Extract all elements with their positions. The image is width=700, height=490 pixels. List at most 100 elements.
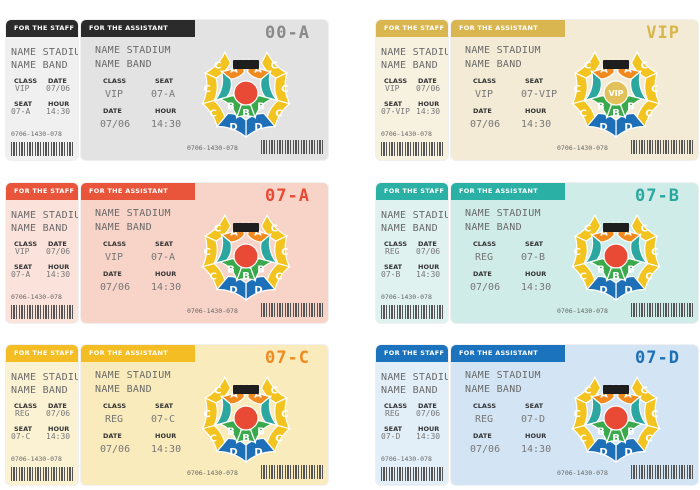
seat-section-d xyxy=(585,275,617,301)
ticket-main: FOR THE ASSISTANT 07-C NAME STADIUM NAME… xyxy=(81,345,328,485)
assistant-header: FOR THE ASSISTANT xyxy=(81,345,195,362)
ticket-code: VIP xyxy=(646,23,680,43)
seat-section-label: C xyxy=(271,61,278,72)
assistant-header: FOR THE ASSISTANT xyxy=(81,20,195,37)
main-hour-label: HOUR xyxy=(155,270,177,278)
stub-class-value: REG xyxy=(385,247,400,256)
seat-section-label: D xyxy=(624,447,632,458)
seat-section-label: A xyxy=(600,389,608,400)
ticket-4: FOR THE STAFF NAME STADIUM NAME BAND CLA… xyxy=(376,183,698,323)
seat-section-label: C xyxy=(275,271,282,282)
staff-header: FOR THE STAFF xyxy=(6,20,78,37)
staff-header: FOR THE STAFF xyxy=(376,345,448,362)
stage xyxy=(233,223,259,232)
seat-section-label: B xyxy=(612,433,620,444)
seat-section-label: D xyxy=(599,122,607,133)
seat-section-label: D xyxy=(254,285,262,296)
main-date-value: 07/06 xyxy=(100,444,131,455)
stage xyxy=(603,223,629,232)
stub-class-label: CLASS xyxy=(384,77,408,85)
seat-section-label: C xyxy=(271,224,278,235)
center-pit xyxy=(233,243,259,269)
seat-section-label: B xyxy=(257,101,265,112)
seat-section-label: A xyxy=(254,227,262,238)
seat-section-label: B xyxy=(257,264,265,275)
seat-section-label: C xyxy=(214,224,221,235)
stub-band: NAME BAND xyxy=(381,60,438,71)
stub-stadium: NAME STADIUM xyxy=(381,372,448,383)
seat-section-teal xyxy=(630,394,649,427)
main-class-value: VIP xyxy=(105,252,124,263)
stub-date-label: DATE xyxy=(418,240,437,248)
seat-section-label: A xyxy=(624,64,632,75)
seat-section-d xyxy=(245,437,277,463)
seat-section-label: C xyxy=(641,61,648,72)
seat-section-c xyxy=(644,396,661,430)
main-hour-label: HOUR xyxy=(525,107,547,115)
stub-hour-value: 14:30 xyxy=(46,432,71,441)
seat-section-teal xyxy=(630,69,649,102)
main-stadium: NAME STADIUM xyxy=(465,208,541,219)
main-hour-label: HOUR xyxy=(155,107,177,115)
stadium-seat-map: C C C C C C D D A A B B B VIP xyxy=(566,46,666,138)
main-barcode xyxy=(261,465,323,479)
vip-label: VIP xyxy=(608,89,623,98)
stage xyxy=(233,385,259,394)
main-seat-label: SEAT xyxy=(155,77,174,85)
ticket-code: 07-A xyxy=(265,186,310,206)
seat-section-label: C xyxy=(271,386,278,397)
seat-section-label: B xyxy=(227,264,235,275)
stub-seat-value: 07-D xyxy=(381,432,401,441)
seat-section-label: D xyxy=(624,285,632,296)
seat-section-c xyxy=(644,71,661,105)
seat-section-label: B xyxy=(612,271,620,282)
main-stadium: NAME STADIUM xyxy=(465,370,541,381)
ticket-3: FOR THE STAFF NAME STADIUM NAME BAND CLA… xyxy=(6,183,328,323)
stub-barcode xyxy=(11,142,73,156)
stub-seat-value: 07-A xyxy=(11,107,31,116)
stub-seat-value: 07-VIP xyxy=(381,107,410,116)
main-date-label: DATE xyxy=(473,107,492,115)
seat-section-label: B xyxy=(612,108,620,119)
stub-hour-value: 14:30 xyxy=(46,107,71,116)
stub-class-value: REG xyxy=(385,409,400,418)
stub-band: NAME BAND xyxy=(11,60,68,71)
seat-section-label: A xyxy=(230,389,238,400)
seat-section-label: C xyxy=(641,386,648,397)
main-date-value: 07/06 xyxy=(470,282,501,293)
seat-section-label: B xyxy=(597,101,605,112)
staff-header: FOR THE STAFF xyxy=(6,183,78,200)
stub-band: NAME BAND xyxy=(381,385,438,396)
staff-header: FOR THE STAFF xyxy=(6,345,78,362)
seat-section-d xyxy=(585,437,617,463)
stub-class-value: REG xyxy=(15,409,30,418)
stub-class-label: CLASS xyxy=(384,240,408,248)
stub-hour-label: HOUR xyxy=(418,263,440,271)
ticket-code: 07-C xyxy=(265,348,310,368)
ticket-stub: FOR THE STAFF NAME STADIUM NAME BAND CLA… xyxy=(6,20,78,160)
staff-header: FOR THE STAFF xyxy=(376,20,448,37)
seat-section-label: C xyxy=(209,433,216,444)
stub-class-value: VIP xyxy=(385,84,400,93)
main-phone: 0706-1430-078 xyxy=(187,469,238,477)
main-class-label: CLASS xyxy=(473,240,497,248)
seat-section-d xyxy=(615,275,647,301)
seat-section-label: B xyxy=(227,426,235,437)
seat-section-teal xyxy=(260,69,279,102)
seat-section-label: C xyxy=(645,108,652,119)
seat-section-label: C xyxy=(579,271,586,282)
main-seat-label: SEAT xyxy=(155,402,174,410)
main-seat-label: SEAT xyxy=(525,77,544,85)
seat-section-label: B xyxy=(627,426,635,437)
seat-section-label: C xyxy=(214,386,221,397)
seat-section-label: A xyxy=(254,389,262,400)
stub-hour-label: HOUR xyxy=(48,100,70,108)
main-barcode xyxy=(631,465,693,479)
seat-section-label: C xyxy=(579,433,586,444)
